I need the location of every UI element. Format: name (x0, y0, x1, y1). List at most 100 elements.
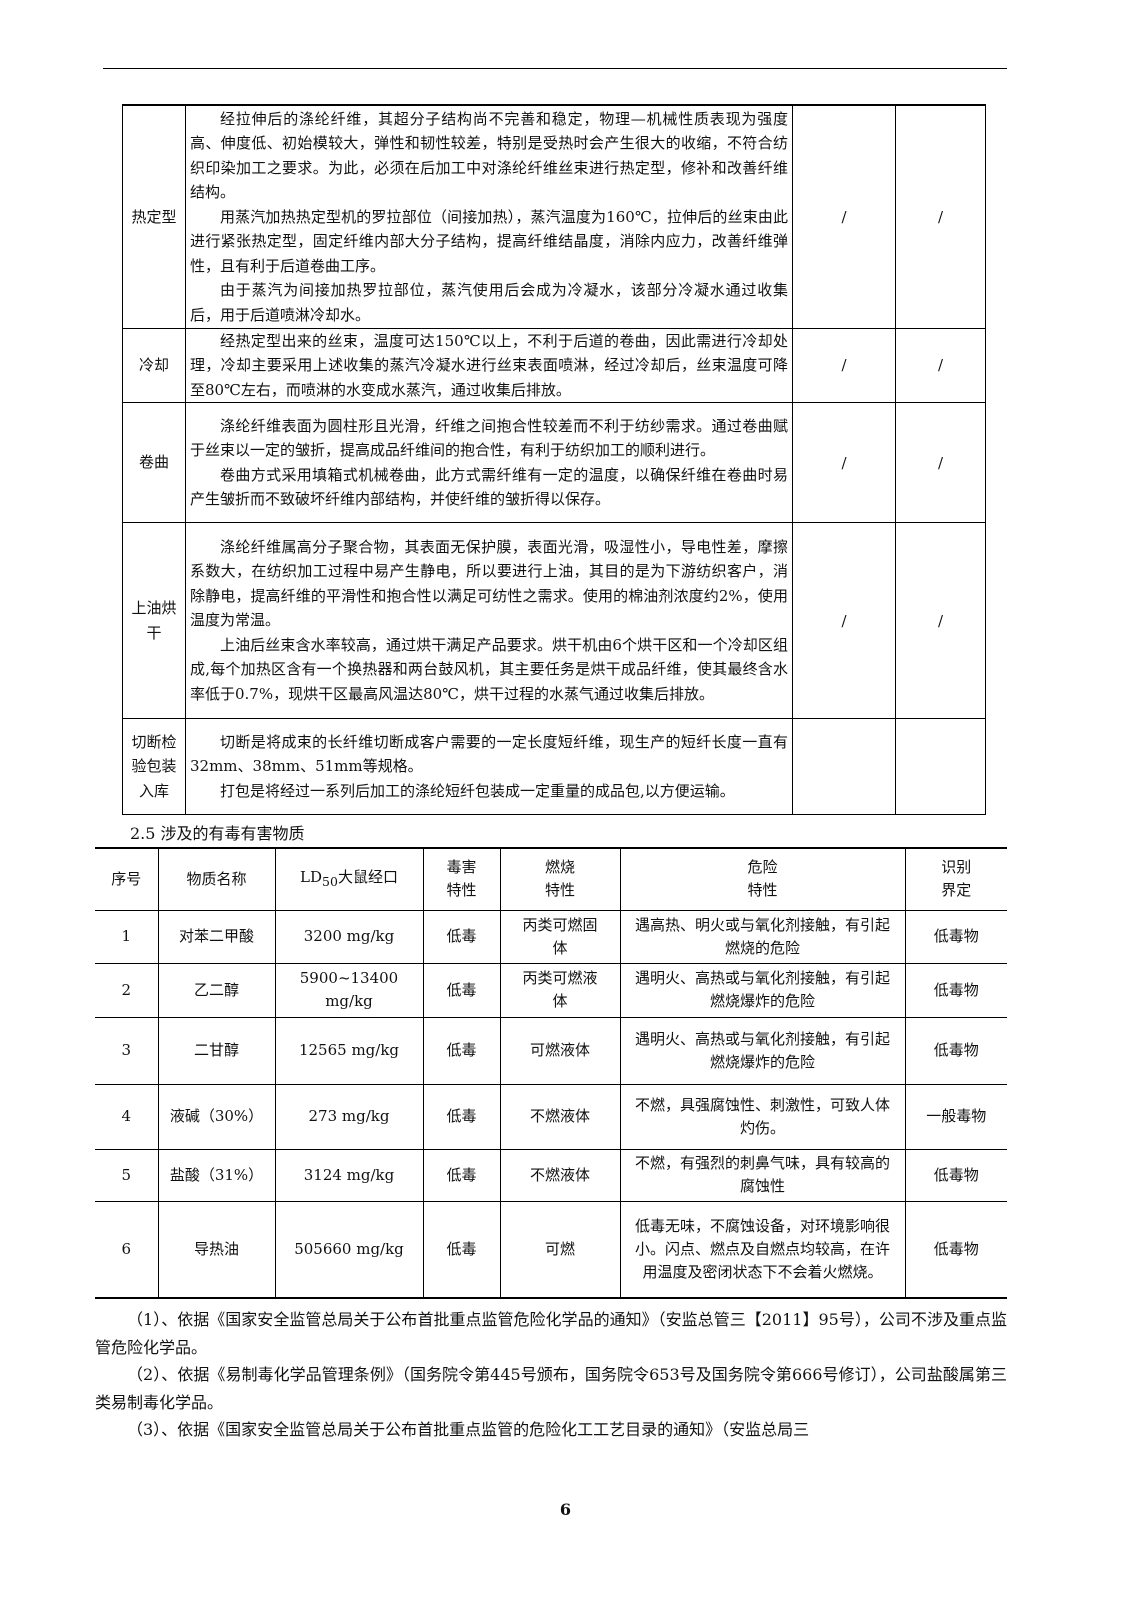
cell-classification: 低毒物 (904, 1148, 1007, 1202)
table-row: 6 导热油 505660 mg/kg 低毒 可燃 低毒无味，不腐蚀设备，对环境影响很小。闪… (95, 1200, 1007, 1299)
description-paragraph: 由于蒸汽为间接加热罗拉部位，蒸汽使用后会成为冷凝水，该部分冷凝水通过收集后，用于… (190, 281, 788, 324)
cell-ld50: 505660 mg/kg (274, 1200, 423, 1299)
cell-hazard: 遇明火、高热或与氧化剂接触，有引起燃烧爆炸的危险 (619, 1016, 905, 1085)
header-index: 序号 (95, 847, 158, 911)
cell-hazard: 低毒无味，不腐蚀设备，对环境影响很小。闪点、燃点及自燃点均较高，在许用温度及密闭… (619, 1200, 905, 1299)
table-row: 冷却 经热定型出来的丝束，温度可达150℃以上，不利于后道的卷曲，因此需进行冷却处… (122, 327, 986, 403)
cell-index: 1 (95, 909, 158, 964)
header-combustion-text: 燃烧特性 (544, 858, 575, 900)
table-row: 切断检验包装入库 切断是将成束的长纤维切断成客户需要的一定长度短纤维，现生产的短纤… (122, 718, 986, 815)
cell-classification: 低毒物 (904, 909, 1007, 964)
cell-hazard: 遇高热、明火或与氧化剂接触，有引起燃烧的危险 (619, 909, 905, 964)
table-row: 3 二甘醇 12565 mg/kg 低毒 可燃液体 遇明火、高热或与氧化剂接触，有引起燃烧… (95, 1016, 1007, 1085)
cell-combustion: 丙类可燃固体 (499, 909, 620, 964)
body-paragraph: （3）、依据《国家安全监管总局关于公布首批重点监管的危险化工工艺目录的通知》（安… (127, 1420, 810, 1439)
description-paragraph: 打包是将经过一系列后加工的涤纶短纤包装成一定重量的成品包,以方便运输。 (220, 781, 735, 800)
description-paragraph: 涤纶纤维表面为圆柱形且光滑，纤维之间抱合性较差而不利于纺纱需求。通过卷曲赋于丝束… (190, 416, 788, 460)
description-paragraph: 切断是将成束的长纤维切断成客户需要的一定长度短纤维，现生产的短纤长度一直有32m… (190, 732, 788, 776)
cell-index: 6 (95, 1200, 158, 1299)
column-4-value: / (895, 522, 986, 719)
header-classification: 识别界定 (904, 847, 1007, 911)
cell-combustion: 可燃液体 (499, 1016, 620, 1085)
header-rule (103, 68, 1007, 69)
section-title: 2.5 涉及的有毒有害物质 (130, 824, 305, 843)
ld50-rest: 大鼠经口 (337, 867, 398, 886)
description-paragraph: 涤纶纤维属高分子聚合物，其表面无保护膜，表面光滑，吸湿性小，导电性差，摩擦系数大… (190, 537, 788, 630)
table-row: 热定型 经拉伸后的涤纶纤维，其超分子结构尚不完善和稳定，物理—机械性质表现为强度高… (122, 104, 986, 329)
cell-index: 2 (95, 962, 158, 1018)
column-4-value: / (895, 327, 986, 403)
cell-ld50: 3124 mg/kg (274, 1148, 423, 1202)
cell-hazard: 不燃，有强烈的刺鼻气味，具有较高的腐蚀性 (619, 1148, 905, 1202)
column-3-value: / (792, 104, 896, 329)
table-row: 5 盐酸（31%） 3124 mg/kg 低毒 不燃液体 不燃，有强烈的刺鼻气味，具有较高… (95, 1148, 1007, 1202)
cell-name: 二甘醇 (157, 1016, 275, 1085)
substance-table: 序号 物质名称 LD50大鼠经口 毒害特性 燃烧特性 危险特性 识别界定 1 对苯… (95, 847, 1007, 1299)
column-4-value (895, 718, 986, 815)
process-description: 涤纶纤维表面为圆柱形且光滑，纤维之间抱合性较差而不利于纺纱需求。通过卷曲赋于丝束… (185, 402, 793, 523)
header-toxicity: 毒害特性 (422, 847, 500, 911)
ld50-sub: 50 (322, 873, 338, 889)
cell-classification: 低毒物 (904, 1200, 1007, 1299)
table-header-row: 序号 物质名称 LD50大鼠经口 毒害特性 燃烧特性 危险特性 识别界定 (95, 847, 1007, 911)
cell-ld50: 5900~13400 mg/kg (274, 962, 423, 1018)
cell-hazard: 遇明火、高热或与氧化剂接触，有引起燃烧爆炸的危险 (619, 962, 905, 1018)
column-3-value (792, 718, 896, 815)
cell-classification: 低毒物 (904, 1016, 1007, 1085)
process-name: 上油烘干 (122, 522, 186, 719)
cell-name: 导热油 (157, 1200, 275, 1299)
description-paragraph: 上油后丝束含水率较高，通过烘干满足产品要求。烘干机由6个烘干区和一个冷却区组成,… (190, 635, 788, 703)
cell-combustion: 丙类可燃液体 (499, 962, 620, 1018)
table-row: 2 乙二醇 5900~13400 mg/kg 低毒 丙类可燃液体 遇明火、高热或与氧化剂接… (95, 962, 1007, 1018)
cell-index: 5 (95, 1148, 158, 1202)
cell-hazard: 不燃，具强腐蚀性、刺激性，可致人体灼伤。 (619, 1083, 905, 1150)
column-3-value: / (792, 327, 896, 403)
cell-index: 4 (95, 1083, 158, 1150)
process-name: 切断检验包装入库 (122, 718, 186, 815)
cell-ld50: 3200 mg/kg (274, 909, 423, 964)
header-combustion: 燃烧特性 (499, 847, 620, 911)
column-3-value: / (792, 522, 896, 719)
column-3-value: / (792, 402, 896, 523)
process-description: 切断是将成束的长纤维切断成客户需要的一定长度短纤维，现生产的短纤长度一直有32m… (185, 718, 793, 815)
body-paragraph: （2）、依据《易制毒化学品管理条例》（国务院令第445号颁布，国务院令653号及… (95, 1365, 1007, 1412)
cell-classification: 低毒物 (904, 962, 1007, 1018)
column-4-value: / (895, 104, 986, 329)
cell-combustion: 可燃 (499, 1200, 620, 1299)
header-classification-text: 识别界定 (941, 858, 972, 900)
table-row: 上油烘干 涤纶纤维属高分子聚合物，其表面无保护膜，表面光滑，吸湿性小，导电性差，摩… (122, 522, 986, 719)
description-paragraph: 用蒸汽加热热定型机的罗拉部位（间接加热），蒸汽温度为160℃，拉伸后的丝束由此进… (190, 207, 788, 275)
process-name: 卷曲 (122, 402, 186, 523)
cell-name: 液碱（30%） (157, 1083, 275, 1150)
cell-combustion: 不燃液体 (499, 1083, 620, 1150)
body-paragraphs: （1）、依据《国家安全监管总局关于公布首批重点监管危险化学品的通知》（安监总管三… (95, 1306, 1007, 1444)
table-row: 1 对苯二甲酸 3200 mg/kg 低毒 丙类可燃固体 遇高热、明火或与氧化剂接触，有引… (95, 909, 1007, 964)
process-description: 经热定型出来的丝束，温度可达150℃以上，不利于后道的卷曲，因此需进行冷却处理，… (185, 327, 793, 403)
cell-toxicity: 低毒 (422, 1016, 500, 1085)
table-row: 4 液碱（30%） 273 mg/kg 低毒 不燃液体 不燃，具强腐蚀性、刺激性，可致人体… (95, 1083, 1007, 1150)
table-row: 卷曲 涤纶纤维表面为圆柱形且光滑，纤维之间抱合性较差而不利于纺纱需求。通过卷曲赋于… (122, 402, 986, 523)
cell-combustion: 不燃液体 (499, 1148, 620, 1202)
page-number: 6 (559, 1500, 572, 1519)
column-4-value: / (895, 402, 986, 523)
process-table: 热定型 经拉伸后的涤纶纤维，其超分子结构尚不完善和稳定，物理—机械性质表现为强度高… (122, 104, 986, 815)
process-name: 热定型 (122, 104, 186, 329)
header-hazard: 危险特性 (619, 847, 905, 911)
cell-ld50: 12565 mg/kg (274, 1016, 423, 1085)
cell-toxicity: 低毒 (422, 1200, 500, 1299)
process-description: 经拉伸后的涤纶纤维，其超分子结构尚不完善和稳定，物理—机械性质表现为强度高、伸度… (185, 104, 793, 329)
header-ld50: LD50大鼠经口 (274, 847, 423, 911)
cell-name: 对苯二甲酸 (157, 909, 275, 964)
cell-name: 乙二醇 (157, 962, 275, 1018)
cell-ld50: 273 mg/kg (274, 1083, 423, 1150)
header-toxicity-text: 毒害特性 (446, 858, 477, 900)
cell-toxicity: 低毒 (422, 1083, 500, 1150)
cell-toxicity: 低毒 (422, 1148, 500, 1202)
cell-toxicity: 低毒 (422, 962, 500, 1018)
body-paragraph: （1）、依据《国家安全监管总局关于公布首批重点监管危险化学品的通知》（安监总管三… (95, 1310, 1007, 1357)
cell-classification: 一般毒物 (904, 1083, 1007, 1150)
process-name: 冷却 (122, 327, 186, 403)
cell-index: 3 (95, 1016, 158, 1085)
description-paragraph: 经拉伸后的涤纶纤维，其超分子结构尚不完善和稳定，物理—机械性质表现为强度高、伸度… (190, 109, 788, 202)
ld50-main: LD (300, 867, 323, 886)
